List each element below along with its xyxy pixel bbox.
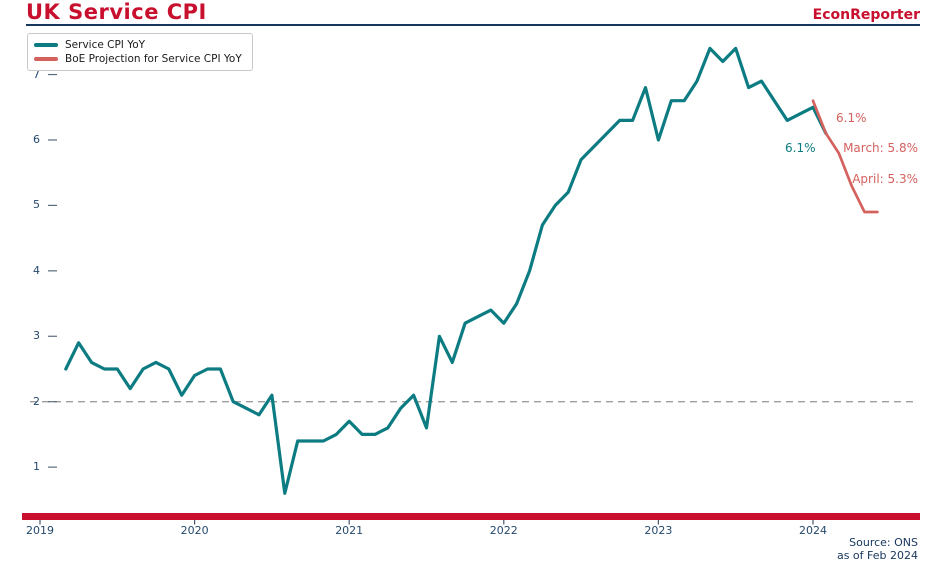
source-line: Source: ONS	[849, 536, 918, 549]
x-axis-tick-label: 2021	[335, 524, 364, 537]
y-axis-tick-label: 4	[33, 263, 40, 277]
y-axis-tick-label: 1	[33, 460, 40, 474]
annotation-projection-march-value: March: 5.8%	[843, 141, 918, 155]
x-axis-tick-label: 2019	[26, 524, 54, 537]
actual-line-swatch-icon	[34, 43, 58, 47]
y-axis-tick-label: 7	[33, 67, 40, 81]
x-axis-tick-label: 2024	[799, 524, 827, 537]
legend-item-actual: Service CPI YoY	[34, 38, 242, 52]
legend-item-projection: BoE Projection for Service CPI YoY	[34, 52, 242, 66]
annotation-projection-feb-value: 6.1%	[836, 111, 867, 125]
x-axis-tick-label: 2020	[180, 524, 209, 537]
brand-logo: EconReporter	[812, 7, 920, 23]
y-axis-tick-label: 6	[33, 133, 40, 146]
legend-label-actual: Service CPI YoY	[65, 38, 146, 51]
x-axis-tick-label: 2023	[644, 524, 673, 537]
service-cpi-line	[64, 46, 828, 495]
x-axis-tick-label: 2022	[489, 524, 518, 537]
chart-legend: Service CPI YoY BoE Projection for Servi…	[27, 33, 253, 71]
page-title: UK Service CPI	[26, 0, 207, 24]
legend-label-projection: BoE Projection for Service CPI YoY	[65, 52, 242, 65]
boe-projection-line	[811, 99, 879, 214]
y-axis-tick-label: 3	[33, 329, 40, 343]
source-block: Source: ONS as of Feb 2024	[837, 536, 918, 562]
x-axis-bar	[22, 513, 920, 520]
annotation-actual-last-value: 6.1%	[785, 141, 816, 155]
title-underline	[26, 24, 920, 26]
projection-line-swatch-icon	[34, 57, 58, 61]
y-axis-tick-label: 2	[33, 394, 40, 408]
annotation-projection-april-value: April: 5.3%	[852, 172, 918, 186]
as-of-line: as of Feb 2024	[836, 549, 918, 562]
y-axis-tick-label: 5	[33, 198, 40, 212]
